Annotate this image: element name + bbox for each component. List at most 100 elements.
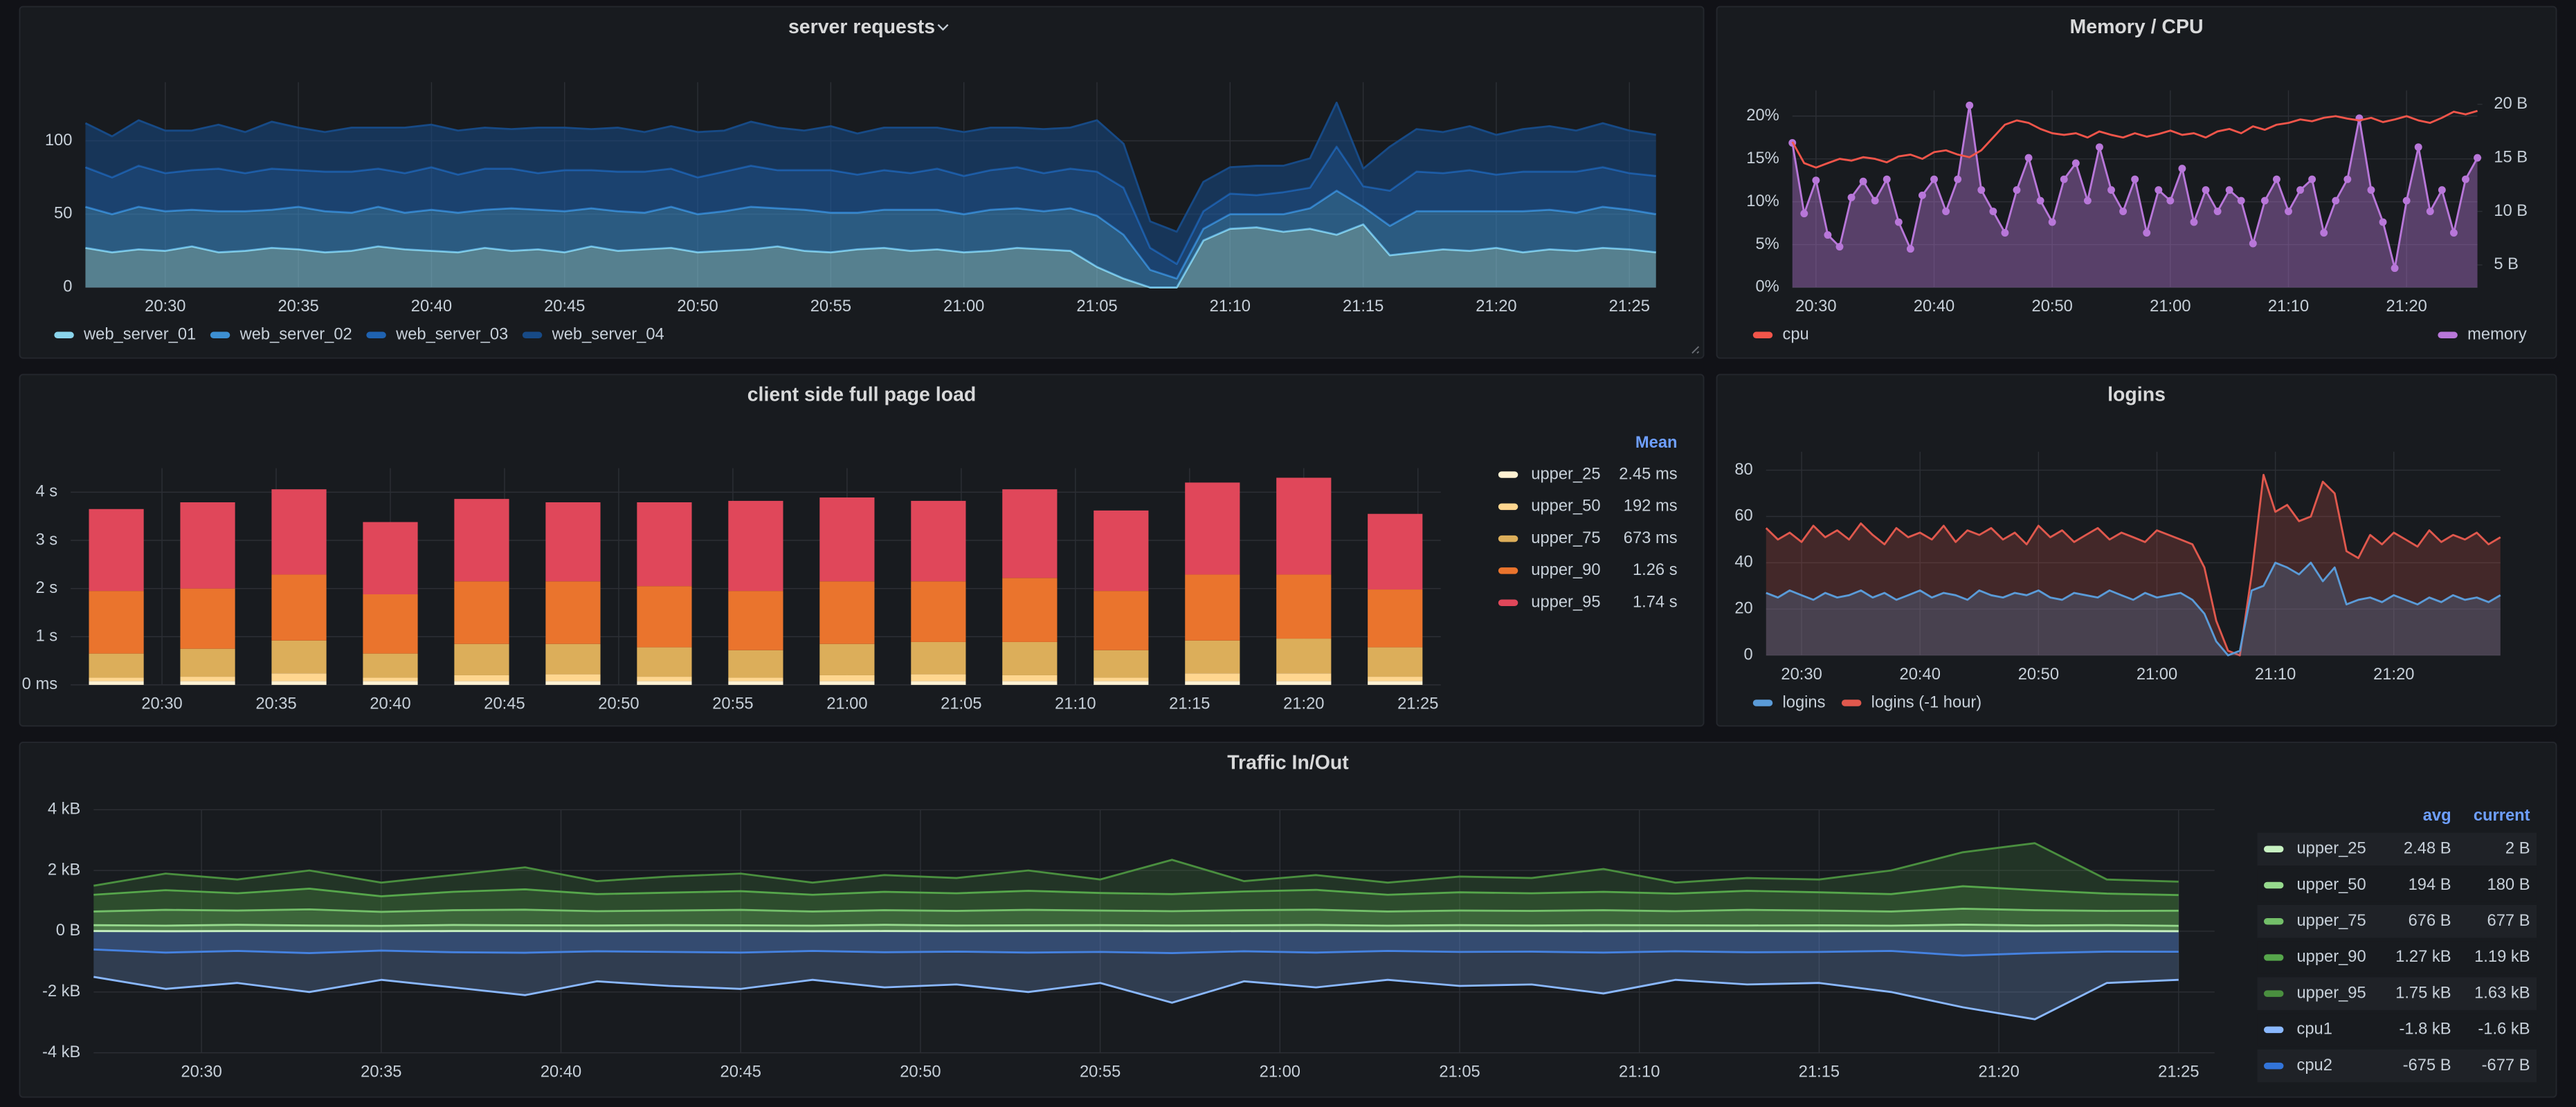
- y-tick-label: 0: [1744, 646, 1753, 664]
- x-tick-label: 21:00: [2137, 666, 2177, 684]
- bar-segment: [1276, 681, 1332, 685]
- y2-tick-label: 5 B: [2494, 255, 2519, 273]
- bar-segment: [454, 581, 509, 644]
- x-tick-label: 21:10: [1210, 298, 1251, 315]
- bar-segment: [89, 591, 144, 654]
- data-point: [2285, 208, 2292, 216]
- x-tick-label: 20:30: [181, 1063, 221, 1081]
- bar-segment: [637, 647, 692, 677]
- legend-swatch: [54, 331, 74, 339]
- legend-label: web_server_02: [239, 326, 352, 344]
- x-tick-label: 21:20: [1978, 1063, 2019, 1081]
- data-point: [2155, 186, 2163, 194]
- bar-segment: [89, 677, 144, 681]
- bar-segment: [637, 502, 692, 587]
- data-point: [1977, 186, 1986, 194]
- bar-segment: [271, 640, 327, 674]
- legend-row: [2257, 941, 2537, 974]
- data-point: [1847, 193, 1856, 201]
- legend-column-header: current: [2474, 807, 2530, 825]
- legend-column-header: avg: [2423, 807, 2451, 825]
- panel: [1716, 374, 2557, 727]
- legend-stat: 676 B: [2409, 912, 2451, 930]
- legend-row: [2257, 1049, 2537, 1083]
- series-line: [1765, 473, 2501, 657]
- y-tick-label: -2 kB: [42, 982, 80, 1000]
- data-point: [1871, 196, 1879, 205]
- x-tick-label: 20:30: [1795, 298, 1836, 315]
- title-menu-chevron[interactable]: [937, 24, 949, 31]
- x-tick-label: 20:30: [145, 298, 185, 315]
- data-point: [2402, 196, 2411, 205]
- data-point: [2119, 208, 2128, 216]
- data-point: [1989, 208, 1997, 216]
- data-point: [2166, 196, 2175, 205]
- data-point: [1954, 175, 1962, 183]
- legend-swatch: [2263, 954, 2284, 961]
- x-tick-label: 20:40: [1900, 666, 1941, 684]
- y-tick-label: 3 s: [35, 531, 57, 549]
- data-point: [1966, 101, 1974, 109]
- x-tick-label: 21:00: [2150, 298, 2190, 315]
- legend-label: web_server_04: [552, 326, 664, 344]
- y2-tick-label: 15 B: [2494, 148, 2528, 166]
- area-fill: [93, 843, 2179, 931]
- y-tick-label: 2 s: [35, 579, 57, 597]
- data-point: [2308, 175, 2316, 183]
- bar-segment: [819, 675, 875, 681]
- data-point: [1883, 175, 1891, 183]
- panel-title: client side full page load: [747, 384, 977, 406]
- data-point: [2449, 229, 2458, 237]
- x-tick-label: 20:50: [900, 1063, 941, 1081]
- bar-segment: [1185, 574, 1240, 641]
- bar-segment: [1276, 477, 1332, 575]
- y-tick-label: 15%: [1746, 149, 1779, 167]
- legend-row: [2257, 977, 2537, 1010]
- x-tick-label: 20:50: [677, 298, 718, 315]
- data-point: [2391, 264, 2399, 273]
- bar-segment: [728, 677, 783, 681]
- legend-stat: 1.74 s: [1633, 593, 1678, 611]
- legend-swatch: [2263, 881, 2284, 889]
- bar-segment: [1002, 641, 1058, 675]
- legend-row: [2257, 832, 2537, 866]
- y-tick-label: 0 ms: [22, 675, 57, 693]
- bar-segment: [819, 681, 875, 685]
- data-point: [1942, 208, 1950, 216]
- bar-segment: [1368, 513, 1423, 590]
- y-tick-label: 50: [54, 205, 72, 223]
- y-tick-label: 4 kB: [48, 800, 80, 818]
- legend-swatch: [2263, 917, 2284, 925]
- data-point: [2095, 143, 2103, 152]
- bar-segment: [1185, 681, 1240, 685]
- series-line: [93, 924, 2179, 927]
- x-tick-label: 20:55: [810, 298, 851, 315]
- legend-swatch: [1752, 331, 1773, 339]
- bar-segment: [363, 522, 418, 594]
- bar-segment: [89, 681, 144, 685]
- x-tick-label: 20:40: [541, 1063, 581, 1081]
- x-tick-label: 20:40: [1914, 298, 1954, 315]
- resize-handle[interactable]: [1691, 346, 1700, 354]
- bar-segment: [271, 673, 327, 681]
- data-point: [2143, 229, 2151, 237]
- legend-stat: -675 B: [2403, 1056, 2451, 1074]
- data-point: [2367, 186, 2375, 194]
- bar-segment: [363, 594, 418, 654]
- bar-segment: [545, 581, 601, 644]
- x-tick-label: 20:45: [544, 298, 585, 315]
- data-point: [1906, 245, 1914, 253]
- bar-segment: [911, 641, 966, 675]
- data-point: [2202, 186, 2210, 194]
- data-point: [2225, 186, 2233, 194]
- bar-segment: [728, 500, 783, 592]
- series-line: [93, 908, 2179, 913]
- bar-segment: [911, 681, 966, 685]
- bar-segment: [363, 681, 418, 685]
- area-fill: [1766, 475, 2501, 656]
- x-tick-label: 20:35: [255, 695, 296, 713]
- legend-swatch: [1841, 699, 1862, 706]
- data-point: [2237, 196, 2245, 205]
- legend-swatch: [2263, 1026, 2284, 1034]
- bar-segment: [1094, 681, 1149, 685]
